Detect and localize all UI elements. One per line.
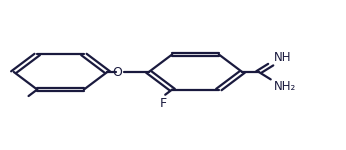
Text: NH₂: NH₂ [273, 80, 296, 93]
Text: F: F [160, 98, 167, 110]
Text: NH: NH [273, 51, 291, 64]
Text: O: O [113, 66, 122, 78]
